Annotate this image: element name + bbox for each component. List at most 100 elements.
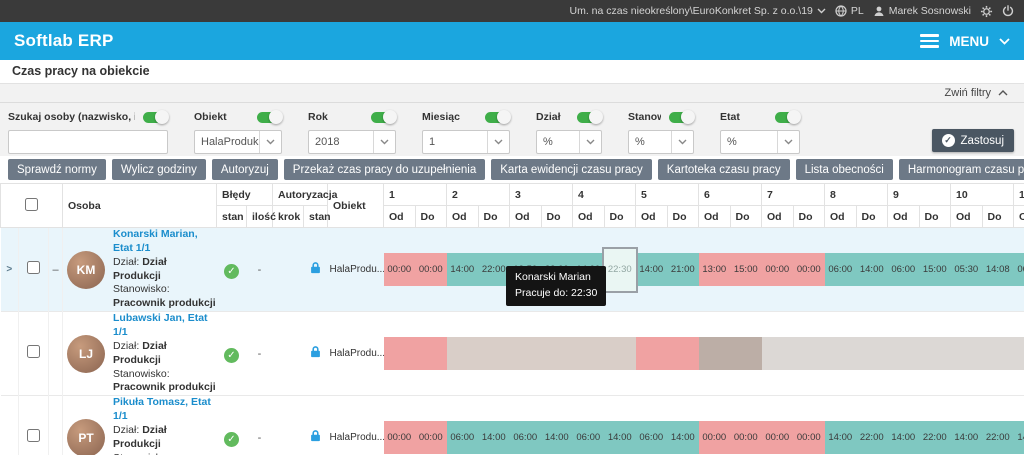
schedule-slot[interactable]: 14:00 <box>667 421 699 455</box>
schedule-slot[interactable] <box>478 337 510 371</box>
main-menu-button[interactable]: MENU <box>920 31 1010 51</box>
person-name-link[interactable]: Lubawski Jan, Etat 1/1 <box>113 312 208 339</box>
schedule-slot[interactable]: 15:00 <box>730 253 762 287</box>
schedule-slot[interactable]: 22:00 <box>478 253 510 287</box>
schedule-slot[interactable]: 14:00 <box>446 253 478 287</box>
schedule-slot[interactable]: 00:00 <box>761 253 793 287</box>
select-all-checkbox[interactable] <box>25 197 38 211</box>
schedule-slot[interactable]: 14:00 <box>604 421 636 455</box>
contract-selector[interactable]: Um. na czas nieokreślony\EuroKonkret Sp.… <box>570 5 826 17</box>
filter-toggle[interactable] <box>669 109 695 124</box>
settings-gear-icon[interactable] <box>980 5 993 18</box>
schedule-slot[interactable]: 00:00 <box>793 421 825 455</box>
schedule-slot[interactable]: 21:00 <box>667 253 699 287</box>
schedule-slot[interactable]: 14:00 <box>950 421 982 455</box>
schedule-slot[interactable]: 15:00 <box>919 253 951 287</box>
schedule-slot[interactable]: 06:00 <box>635 421 667 455</box>
action-button-3[interactable]: Przekaż czas pracy do uzupełnienia <box>283 159 486 180</box>
schedule-slot[interactable]: 00:00 <box>415 421 447 455</box>
schedule-slot[interactable]: 13:00 <box>698 253 730 287</box>
language-selector[interactable]: PL <box>835 5 864 17</box>
action-button-2[interactable]: Autoryzuj <box>211 159 278 180</box>
schedule-slot[interactable] <box>824 337 856 371</box>
schedule-slot[interactable] <box>761 337 793 371</box>
schedule-slot[interactable] <box>446 337 478 371</box>
filter-select[interactable]: % <box>628 130 694 154</box>
schedule-slot[interactable]: 06:00 <box>572 421 604 455</box>
schedule-slot[interactable] <box>919 337 951 371</box>
row-checkbox[interactable] <box>27 428 40 442</box>
schedule-slot[interactable] <box>604 337 636 371</box>
filter-select[interactable]: % <box>720 130 800 154</box>
filter-input[interactable] <box>8 130 168 154</box>
do-header: Do <box>855 205 888 228</box>
row-expander[interactable]: > <box>0 226 19 312</box>
schedule-slot[interactable]: 05:30 <box>950 253 982 287</box>
schedule-slot[interactable] <box>509 337 541 371</box>
action-button-0[interactable]: Sprawdź normy <box>8 159 106 180</box>
schedule-slot[interactable]: 14:00 <box>635 253 667 287</box>
action-button-7[interactable]: Harmonogram czasu pracy <box>898 159 1024 180</box>
schedule-slot[interactable]: 00:00 <box>761 421 793 455</box>
schedule-slot[interactable] <box>730 337 762 371</box>
schedule-slot[interactable]: 14:00 <box>887 421 919 455</box>
schedule-slot[interactable] <box>982 337 1014 371</box>
row-checkbox[interactable] <box>27 344 40 358</box>
schedule-slot[interactable]: 22:00 <box>856 421 888 455</box>
filter-toggle[interactable] <box>257 109 283 124</box>
schedule-slot[interactable]: 14:00 <box>856 253 888 287</box>
schedule-slot[interactable] <box>950 337 982 371</box>
schedule-slot[interactable] <box>887 337 919 371</box>
action-button-1[interactable]: Wylicz godziny <box>111 159 206 180</box>
power-icon[interactable] <box>1002 5 1014 17</box>
filter-toggle[interactable] <box>371 109 397 124</box>
apply-filters-button[interactable]: ✓ Zastosuj <box>931 129 1014 152</box>
schedule-slot[interactable] <box>415 337 447 371</box>
schedule-slot[interactable]: 14:00 <box>824 421 856 455</box>
action-button-4[interactable]: Karta ewidencji czasu pracy <box>491 159 652 180</box>
schedule-slot[interactable]: 00:00 <box>383 253 415 287</box>
filter-label: Etat <box>720 111 740 123</box>
schedule-slot[interactable]: 22:30 <box>604 248 636 291</box>
filter-select[interactable]: % <box>536 130 602 154</box>
filter-toggle[interactable] <box>775 109 801 124</box>
schedule-slot[interactable]: 00:00 <box>383 421 415 455</box>
schedule-slot[interactable] <box>856 337 888 371</box>
schedule-slot[interactable]: 06:00 <box>509 421 541 455</box>
schedule-slot[interactable] <box>698 337 730 371</box>
schedule-slot[interactable] <box>667 337 699 371</box>
row-checkbox[interactable] <box>27 260 40 274</box>
action-button-5[interactable]: Kartoteka czasu pracy <box>657 159 790 180</box>
filter-toggle[interactable] <box>485 109 511 124</box>
filter-select[interactable]: 2018 <box>308 130 396 154</box>
action-button-6[interactable]: Lista obecności <box>795 159 893 180</box>
filter-select[interactable]: 1 <box>422 130 510 154</box>
schedule-slot[interactable]: 14:00 <box>541 421 573 455</box>
filter-select[interactable]: HalaProdukc... <box>194 130 282 154</box>
schedule-slot[interactable] <box>635 337 667 371</box>
schedule-slot[interactable]: 06:00 <box>446 421 478 455</box>
schedule-slot[interactable]: 14:00 <box>1013 421 1024 455</box>
schedule-slot[interactable]: 00:00 <box>415 253 447 287</box>
schedule-slot[interactable]: 00:00 <box>730 421 762 455</box>
schedule-slot[interactable] <box>383 337 415 371</box>
schedule-slot[interactable]: 00:00 <box>698 421 730 455</box>
collapse-filters-button[interactable]: Zwiń filtry <box>0 84 1024 103</box>
filter-toggle[interactable] <box>143 109 169 124</box>
schedule-slot[interactable] <box>541 337 573 371</box>
user-menu[interactable]: Marek Sosnowski <box>873 5 971 17</box>
schedule-slot[interactable]: 06:00 <box>824 253 856 287</box>
schedule-slot[interactable] <box>793 337 825 371</box>
schedule-slot[interactable]: 14:08 <box>982 253 1014 287</box>
schedule-slot[interactable]: 14:00 <box>478 421 510 455</box>
person-name-link[interactable]: Konarski Marian, Etat 1/1 <box>113 228 198 254</box>
schedule-slot[interactable]: 22:00 <box>982 421 1014 455</box>
schedule-slot[interactable] <box>572 337 604 371</box>
schedule-slot[interactable] <box>1013 337 1024 371</box>
schedule-slot[interactable]: 06:00 <box>1013 253 1024 287</box>
schedule-slot[interactable]: 06:00 <box>887 253 919 287</box>
filter-toggle[interactable] <box>577 109 603 124</box>
schedule-slot[interactable]: 22:00 <box>919 421 951 455</box>
schedule-slot[interactable]: 00:00 <box>793 253 825 287</box>
person-name-link[interactable]: Pikuła Tomasz, Etat 1/1 <box>113 396 211 423</box>
